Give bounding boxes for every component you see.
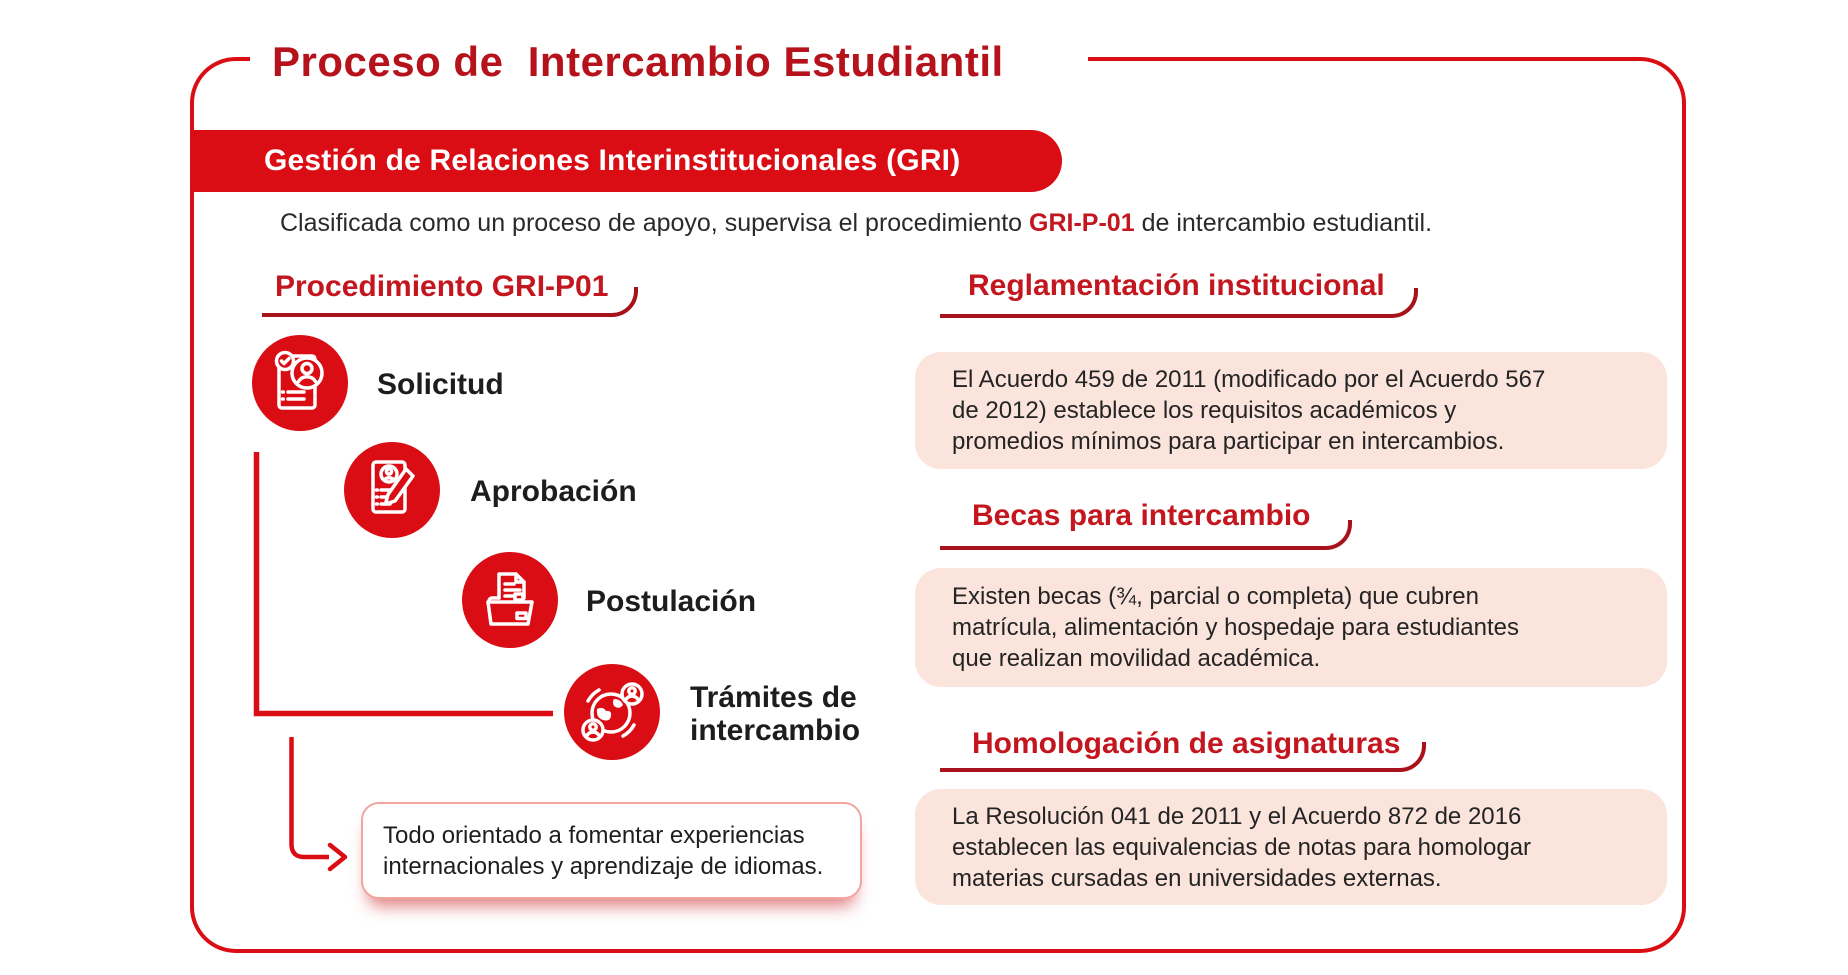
info-box-reglamentacion: El Acuerdo 459 de 2011 (modificado por e… bbox=[915, 352, 1667, 469]
folder-document-icon bbox=[486, 572, 534, 626]
info-box-becas-text: Existen becas (¾, parcial o completa) qu… bbox=[952, 583, 1519, 672]
section-header-homologacion: Homologación de asignaturas bbox=[972, 727, 1401, 760]
globe-people-icon bbox=[581, 682, 644, 742]
intro-text: Clasificada como un proceso de apoyo, su… bbox=[280, 209, 1432, 238]
becas-underline bbox=[940, 520, 1352, 550]
step-label-solicitud: Solicitud bbox=[377, 368, 504, 401]
summary-callout: Todo orientado a fomentar experiencias i… bbox=[361, 802, 862, 899]
step-circle-postulacion bbox=[462, 552, 558, 648]
info-box-becas: Existen becas (¾, parcial o completa) qu… bbox=[915, 568, 1667, 687]
document-pencil-icon bbox=[371, 460, 415, 514]
gri-banner: Gestión de Relaciones Interinstitucional… bbox=[190, 130, 1062, 192]
homologacion-underline bbox=[940, 742, 1426, 772]
left-column-header: Procedimiento GRI-P01 bbox=[275, 270, 609, 303]
page-title: Proceso de Intercambio Estudiantil bbox=[272, 38, 1004, 85]
section-header-becas: Becas para intercambio bbox=[972, 499, 1311, 532]
step-circle-solicitud bbox=[252, 335, 348, 431]
document-check-person-icon bbox=[274, 350, 324, 410]
intro-pre: Clasificada como un proceso de apoyo, su… bbox=[280, 209, 1030, 237]
step-circle-tramites bbox=[564, 664, 660, 760]
step-circle-aprobacion bbox=[344, 442, 440, 538]
title-mask bbox=[250, 48, 1088, 68]
gri-banner-label: Gestión de Relaciones Interinstitucional… bbox=[264, 144, 961, 177]
step-label-postulacion: Postulación bbox=[586, 585, 757, 618]
step-label-tramites: Trámites de intercambio bbox=[690, 681, 861, 747]
intro-post: de intercambio estudiantil. bbox=[1134, 209, 1433, 237]
info-box-reglamentacion-text: El Acuerdo 459 de 2011 (modificado por e… bbox=[952, 366, 1546, 455]
step-label-aprobacion: Aprobación bbox=[470, 475, 637, 508]
info-box-homologacion-text: La Resolución 041 de 2011 y el Acuerdo 8… bbox=[952, 802, 1532, 892]
gri-code: GRI-P-01 bbox=[1029, 209, 1135, 237]
info-box-homologacion: La Resolución 041 de 2011 y el Acuerdo 8… bbox=[915, 789, 1667, 905]
reglamentacion-underline bbox=[940, 288, 1418, 318]
section-header-reglamentacion: Reglamentación institucional bbox=[968, 269, 1385, 302]
left-header-underline bbox=[262, 287, 638, 317]
summary-callout-text: Todo orientado a fomentar experiencias i… bbox=[383, 821, 824, 880]
